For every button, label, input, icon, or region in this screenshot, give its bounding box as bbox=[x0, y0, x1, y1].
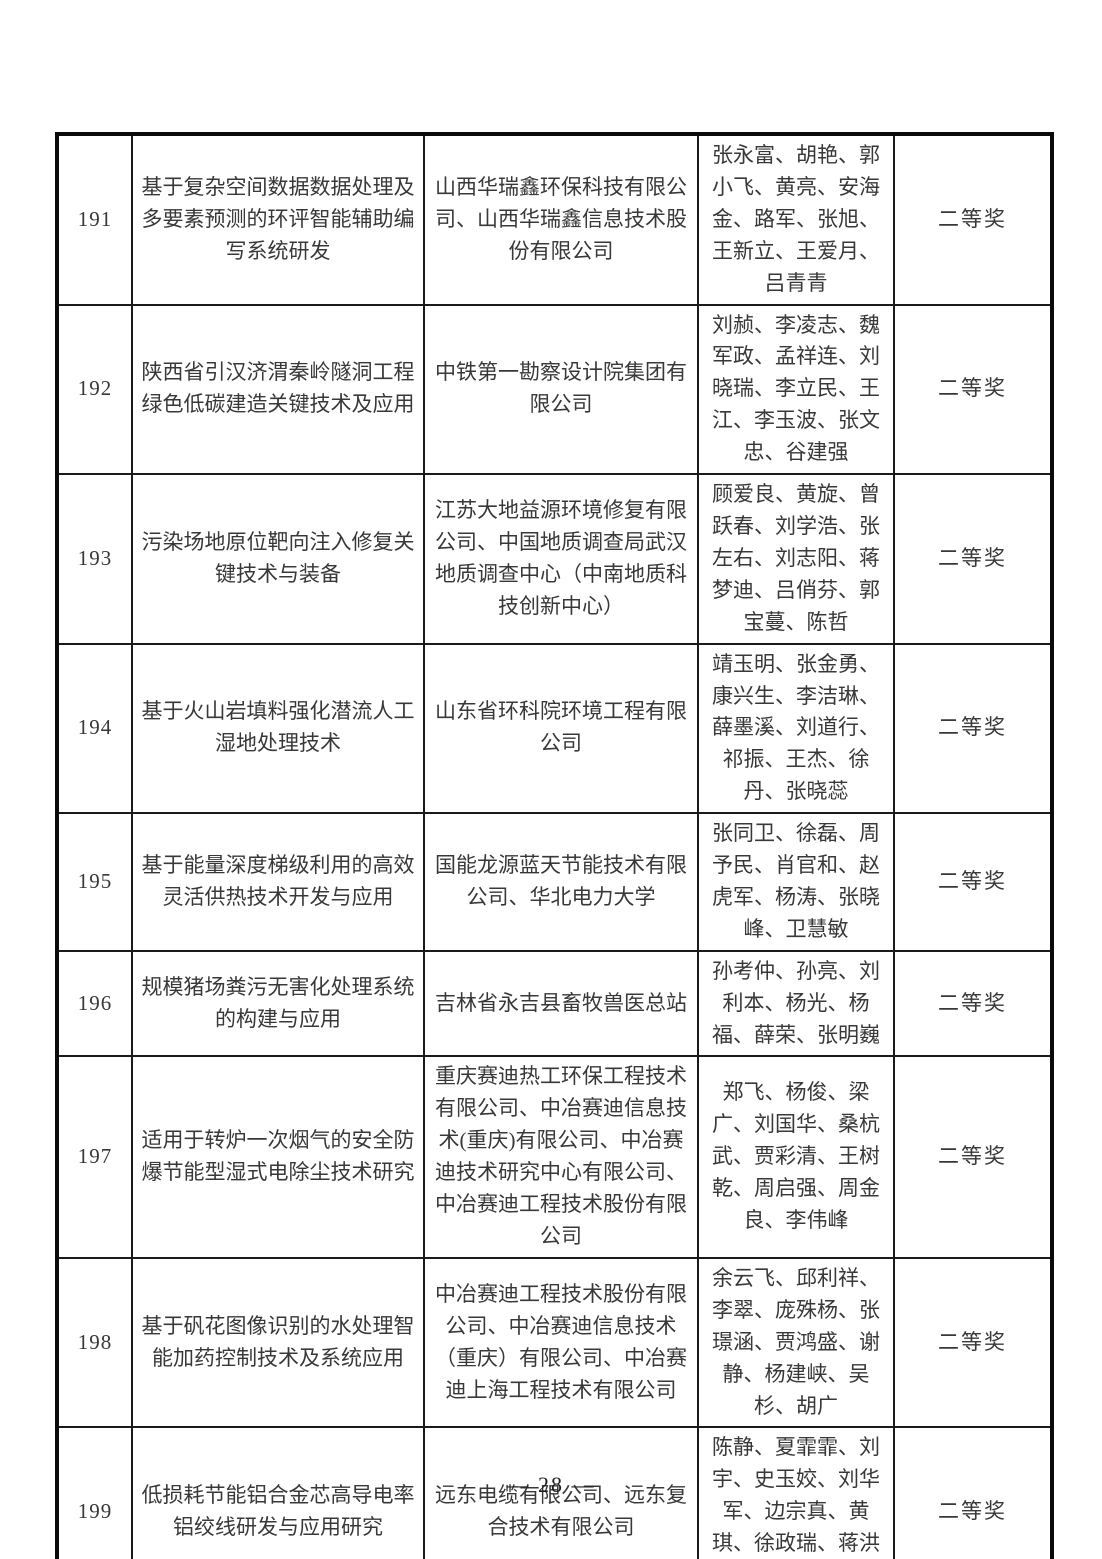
project-title-cell: 基于火山岩填料强化潜流人工湿地处理技术 bbox=[131, 642, 425, 815]
organization-cell: 江苏大地益源环境修复有限公司、中国地质调查局武汉地质调查中心（中南地质科技创新中… bbox=[423, 473, 699, 645]
award-level-cell: 二等奖 bbox=[893, 1055, 1053, 1259]
award-table: 191 基于复杂空间数据数据处理及多要素预测的环评智能辅助编写系统研发 山西华瑞… bbox=[55, 132, 1054, 1559]
organization-cell: 国能龙源蓝天节能技术有限公司、华北电力大学 bbox=[423, 812, 699, 952]
row-number-cell: 192 bbox=[56, 303, 133, 476]
award-table-container: 191 基于复杂空间数据数据处理及多要素预测的环评智能辅助编写系统研发 山西华瑞… bbox=[55, 132, 1054, 1559]
table-row: 195 基于能量深度梯级利用的高效灵活供热技术开发与应用 国能龙源蓝天节能技术有… bbox=[56, 812, 1053, 952]
organization-cell: 远东电缆有限公司、远东复合技术有限公司 bbox=[423, 1426, 699, 1559]
project-title-cell: 基于复杂空间数据数据处理及多要素预测的环评智能辅助编写系统研发 bbox=[131, 133, 425, 306]
project-title-cell: 陕西省引汉济渭秦岭隧洞工程绿色低碳建造关键技术及应用 bbox=[131, 303, 425, 476]
table-row: 194 基于火山岩填料强化潜流人工湿地处理技术 山东省环科院环境工程有限公司 靖… bbox=[56, 642, 1053, 815]
project-title-cell: 基于矾花图像识别的水处理智能加药控制技术及系统应用 bbox=[131, 1256, 425, 1429]
table-row: 191 基于复杂空间数据数据处理及多要素预测的环评智能辅助编写系统研发 山西华瑞… bbox=[56, 133, 1053, 306]
organization-cell: 中冶赛迪工程技术股份有限公司、中冶赛迪信息技术（重庆）有限公司、中冶赛迪上海工程… bbox=[423, 1256, 699, 1429]
organization-cell: 吉林省永吉县畜牧兽医总站 bbox=[423, 949, 699, 1058]
award-level-cell: 二等奖 bbox=[893, 812, 1053, 952]
award-level-cell: 二等奖 bbox=[893, 303, 1053, 476]
row-number-cell: 196 bbox=[56, 949, 133, 1058]
row-number-cell: 194 bbox=[56, 642, 133, 815]
awardees-cell: 刘赪、李凌志、魏军政、孟祥连、刘晓瑞、李立民、王江、李玉波、张文忠、谷建强 bbox=[697, 303, 895, 476]
award-level-cell: 二等奖 bbox=[893, 1256, 1053, 1429]
awardees-cell: 余云飞、邱利祥、李翠、庞殊杨、张璟涵、贾鸿盛、谢静、杨建峡、吴杉、胡广 bbox=[697, 1256, 895, 1429]
project-title-cell: 适用于转炉一次烟气的安全防爆节能型湿式电除尘技术研究 bbox=[131, 1055, 425, 1259]
row-number-cell: 193 bbox=[56, 473, 133, 645]
table-row: 199 低损耗节能铝合金芯高导电率铝绞线研发与应用研究 远东电缆有限公司、远东复… bbox=[56, 1426, 1053, 1559]
row-number-cell: 198 bbox=[56, 1256, 133, 1429]
row-number-cell: 191 bbox=[56, 133, 133, 306]
row-number-cell: 195 bbox=[56, 812, 133, 952]
awardees-cell: 靖玉明、张金勇、康兴生、李洁琳、薛墨溪、刘道行、祁振、王杰、徐丹、张晓蕊 bbox=[697, 642, 895, 815]
page-number: — 28 — bbox=[506, 1472, 596, 1497]
table-row: 192 陕西省引汉济渭秦岭隧洞工程绿色低碳建造关键技术及应用 中铁第一勘察设计院… bbox=[56, 303, 1053, 476]
award-level-cell: 二等奖 bbox=[893, 642, 1053, 815]
organization-cell: 山西华瑞鑫环保科技有限公司、山西华瑞鑫信息技术股份有限公司 bbox=[423, 133, 699, 306]
table-row: 196 规模猪场粪污无害化处理系统的构建与应用 吉林省永吉县畜牧兽医总站 孙考仲… bbox=[56, 949, 1053, 1058]
award-level-cell: 二等奖 bbox=[893, 133, 1053, 306]
awardees-cell: 张同卫、徐磊、周予民、肖官和、赵虎军、杨涛、张晓峰、卫慧敏 bbox=[697, 812, 895, 952]
organization-cell: 重庆赛迪热工环保工程技术有限公司、中冶赛迪信息技术(重庆)有限公司、中冶赛迪技术… bbox=[423, 1055, 699, 1259]
awardees-cell: 陈静、夏霏霏、刘宇、史玉姣、刘华军、边宗真、黄琪、徐政瑞、蒋洪平、闫佳伊 bbox=[697, 1426, 895, 1559]
project-title-cell: 污染场地原位靶向注入修复关键技术与装备 bbox=[131, 473, 425, 645]
organization-cell: 山东省环科院环境工程有限公司 bbox=[423, 642, 699, 815]
row-number-cell: 199 bbox=[56, 1426, 133, 1559]
awardees-cell: 孙考仲、孙亮、刘利本、杨光、杨福、薛荣、张明巍 bbox=[697, 949, 895, 1058]
row-number-cell: 197 bbox=[56, 1055, 133, 1259]
project-title-cell: 低损耗节能铝合金芯高导电率铝绞线研发与应用研究 bbox=[131, 1426, 425, 1559]
organization-cell: 中铁第一勘察设计院集团有限公司 bbox=[423, 303, 699, 476]
awardees-cell: 顾爱良、黄旋、曾跃春、刘学浩、张左右、刘志阳、蒋梦迪、吕俏芬、郭宝蔓、陈哲 bbox=[697, 473, 895, 645]
project-title-cell: 基于能量深度梯级利用的高效灵活供热技术开发与应用 bbox=[131, 812, 425, 952]
award-level-cell: 二等奖 bbox=[893, 949, 1053, 1058]
project-title-cell: 规模猪场粪污无害化处理系统的构建与应用 bbox=[131, 949, 425, 1058]
award-level-cell: 二等奖 bbox=[893, 1426, 1053, 1559]
table-row: 197 适用于转炉一次烟气的安全防爆节能型湿式电除尘技术研究 重庆赛迪热工环保工… bbox=[56, 1055, 1053, 1259]
awardees-cell: 张永富、胡艳、郭小飞、黄亮、安海金、路军、张旭、王新立、王爱月、吕青青 bbox=[697, 133, 895, 306]
awardees-cell: 郑飞、杨俊、梁广、刘国华、桑杭武、贾彩清、王树乾、周启强、周金良、李伟峰 bbox=[697, 1055, 895, 1259]
table-row: 198 基于矾花图像识别的水处理智能加药控制技术及系统应用 中冶赛迪工程技术股份… bbox=[56, 1256, 1053, 1429]
award-level-cell: 二等奖 bbox=[893, 473, 1053, 645]
table-row: 193 污染场地原位靶向注入修复关键技术与装备 江苏大地益源环境修复有限公司、中… bbox=[56, 473, 1053, 645]
